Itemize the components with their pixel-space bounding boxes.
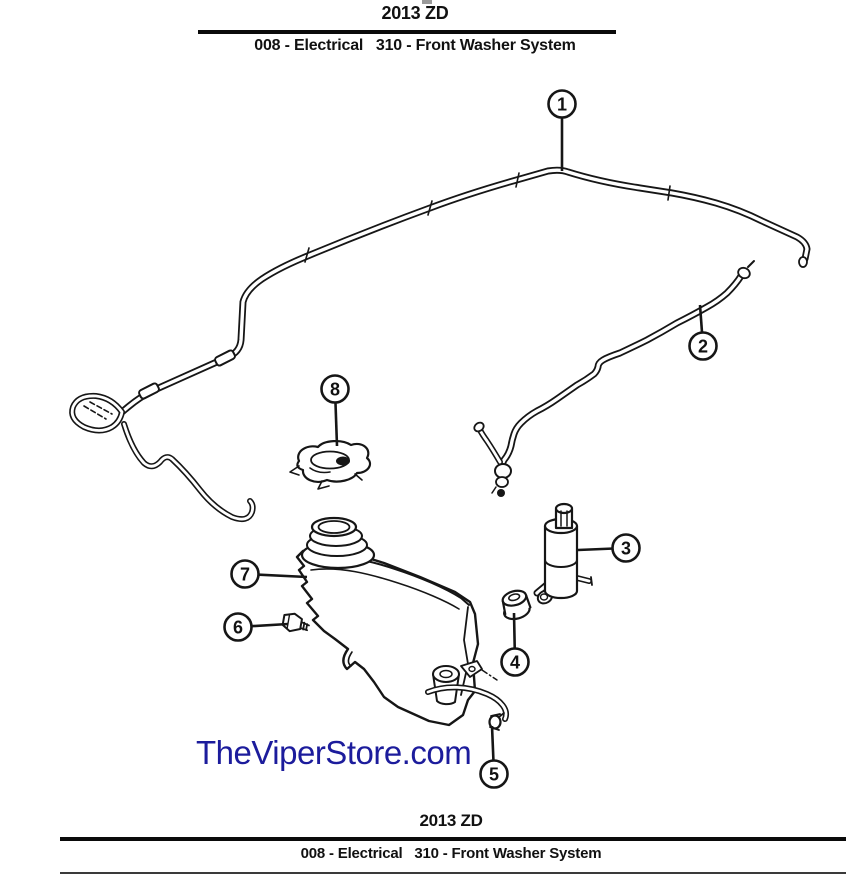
footer-rule-thin bbox=[60, 872, 846, 874]
second-washer-hose-drawing bbox=[473, 260, 755, 497]
hose-clamp-icon bbox=[214, 349, 236, 367]
callout-1: 1 bbox=[547, 89, 577, 171]
front-washer-hose-drawing bbox=[69, 166, 811, 523]
callout-2: 2 bbox=[688, 304, 718, 361]
header-subtitle: 008 - Electrical 310 - Front Washer Syst… bbox=[254, 37, 576, 54]
reservoir-cap-drawing bbox=[289, 440, 372, 490]
svg-text:5: 5 bbox=[489, 765, 499, 785]
footer-rule-thick bbox=[60, 837, 846, 841]
callouts-layer: 1 2 3 4 5 6 7 8 bbox=[223, 89, 718, 789]
svg-text:4: 4 bbox=[510, 653, 520, 673]
header-title: 2013 ZD bbox=[381, 3, 449, 23]
hose-end-fitting bbox=[798, 256, 808, 268]
header-rule bbox=[198, 30, 616, 34]
callout-7: 7 bbox=[230, 559, 308, 589]
washer-reservoir-drawing bbox=[295, 516, 509, 727]
washer-pump-drawing bbox=[533, 502, 593, 605]
clip-drawing bbox=[488, 712, 505, 731]
footer-subtitle: 008 - Electrical 310 - Front Washer Syst… bbox=[300, 845, 602, 862]
svg-text:8: 8 bbox=[330, 380, 340, 400]
hose-clamp-icon bbox=[138, 382, 160, 400]
callout-8: 8 bbox=[320, 374, 350, 447]
hose-end-loop-drawing bbox=[69, 392, 125, 434]
svg-text:6: 6 bbox=[233, 618, 243, 638]
callout-4: 4 bbox=[500, 612, 530, 677]
callout-6: 6 bbox=[223, 612, 289, 642]
svg-text:3: 3 bbox=[621, 539, 631, 559]
watermark-text: TheViperStore.com bbox=[196, 734, 471, 771]
svg-text:2: 2 bbox=[698, 337, 708, 357]
callout-3: 3 bbox=[577, 533, 641, 563]
top-crop-artifact bbox=[422, 0, 432, 4]
filler-neck-drawing bbox=[300, 516, 376, 570]
footer-title: 2013 ZD bbox=[419, 811, 483, 830]
hose-end-fitting bbox=[737, 266, 751, 280]
hose-connector-drawing bbox=[491, 463, 512, 497]
svg-text:7: 7 bbox=[240, 565, 250, 585]
callout-5: 5 bbox=[479, 725, 509, 789]
grommet-drawing bbox=[501, 589, 532, 621]
svg-text:1: 1 bbox=[557, 95, 567, 115]
